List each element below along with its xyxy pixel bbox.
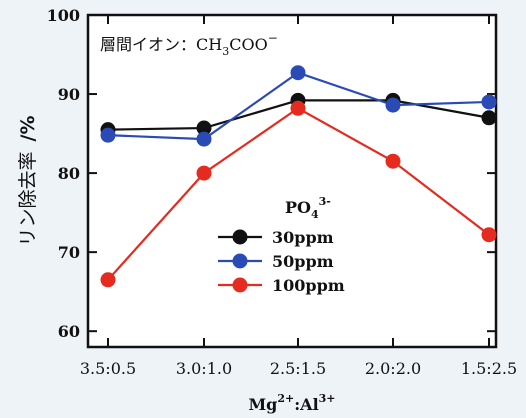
plot-frame bbox=[86, 13, 498, 349]
data-point bbox=[385, 153, 401, 169]
legend-label: 30ppm bbox=[272, 228, 334, 247]
x-tick-label: 2.0:2.0 bbox=[365, 359, 421, 378]
y-tick-label: 70 bbox=[58, 243, 80, 262]
x-axis-label: Mg2+:Al3+ bbox=[248, 392, 335, 414]
data-point bbox=[100, 127, 116, 143]
data-point bbox=[481, 110, 497, 126]
data-point bbox=[481, 94, 497, 110]
y-tick-label: 80 bbox=[58, 164, 80, 183]
data-point bbox=[196, 165, 212, 181]
data-point bbox=[385, 97, 401, 113]
data-point bbox=[290, 100, 306, 116]
legend-marker bbox=[232, 229, 248, 245]
y-tick-label: 90 bbox=[58, 85, 80, 104]
series-layer bbox=[100, 65, 497, 288]
data-point bbox=[100, 272, 116, 288]
legend-marker bbox=[232, 277, 248, 293]
data-point bbox=[196, 131, 212, 147]
y-tick-label: 60 bbox=[58, 322, 80, 341]
legend-title: PO43- bbox=[285, 195, 331, 221]
x-tick-label: 3.5:0.5 bbox=[80, 359, 136, 378]
legend-marker bbox=[232, 253, 248, 269]
x-tick-label: 2.5:1.5 bbox=[270, 359, 326, 378]
data-point bbox=[481, 227, 497, 243]
data-point bbox=[290, 65, 306, 81]
legend-label: 50ppm bbox=[272, 252, 334, 271]
legend-label: 100ppm bbox=[272, 276, 345, 295]
axis-ticks: 60 70 80 90 100 3.5:0.5 3.0:1.0 2.5:1.5 2.0:2.0 1… bbox=[47, 6, 518, 378]
y-tick-label: 100 bbox=[47, 6, 80, 25]
y-axis-label: リン除去率/% bbox=[17, 116, 39, 247]
annotation: 層間イオン：CH3COO− bbox=[100, 31, 278, 58]
legend: PO43- 30ppm 50ppm 100ppm bbox=[218, 195, 345, 295]
x-tick-label: 3.0:1.0 bbox=[176, 359, 232, 378]
svg-text:リン除去率/%: リン除去率/% bbox=[17, 116, 39, 247]
x-tick-label: 1.5:2.5 bbox=[461, 359, 517, 378]
data-point bbox=[196, 120, 212, 136]
